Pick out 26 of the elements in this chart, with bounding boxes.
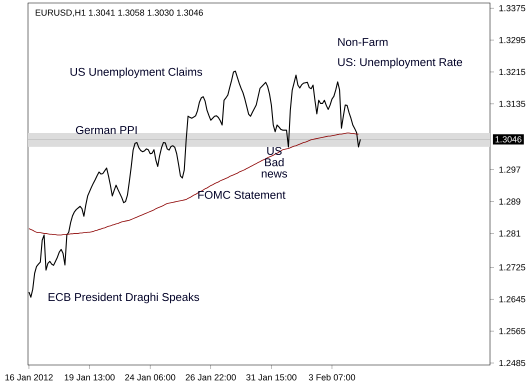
y-tick-label: 1.3135 xyxy=(499,100,526,107)
annotation: FOMC Statement xyxy=(198,190,286,199)
annotation: ECB President Draghi Speaks xyxy=(48,292,200,304)
x-tick-label: 16 Jan 2012 xyxy=(5,374,53,380)
x-tick-label: 19 Jan 13:00 xyxy=(64,374,115,380)
annotation: US: Unemployment Rate xyxy=(338,58,462,68)
annotation: Non-Farm xyxy=(338,38,388,46)
y-tick-label: 1.3375 xyxy=(499,5,526,12)
y-tick-label: 1.281 xyxy=(499,230,520,237)
y-tick-label: 1.2485 xyxy=(499,360,526,366)
y-tick-label: 1.289 xyxy=(499,198,520,205)
text: EURUSD,H1 1.3041 1.3058 1.3030 1.3046 xyxy=(36,10,203,17)
y-tick-label: 1.2565 xyxy=(499,328,526,334)
y-tick-label: 1.2725 xyxy=(499,264,526,270)
y-tick-label: 1.3215 xyxy=(499,68,526,76)
y-tick-label: 1.2645 xyxy=(499,296,526,302)
x-tick-label: 31 Jan 15:00 xyxy=(246,374,296,380)
annotation: German PPI xyxy=(76,126,137,134)
ref-line-label: 1.3046 xyxy=(496,136,522,142)
x-tick-label: 24 Jan 06:00 xyxy=(125,374,176,380)
annotation: US Bad news xyxy=(262,146,288,178)
x-tick-label: 3 Feb 07:00 xyxy=(308,374,356,380)
annotation: US Unemployment Claims xyxy=(70,68,202,78)
y-tick-label: 1.297 xyxy=(499,166,520,173)
x-tick-label: 26 Jan 22:00 xyxy=(186,374,236,380)
y-tick-label: 1.3295 xyxy=(499,36,526,44)
